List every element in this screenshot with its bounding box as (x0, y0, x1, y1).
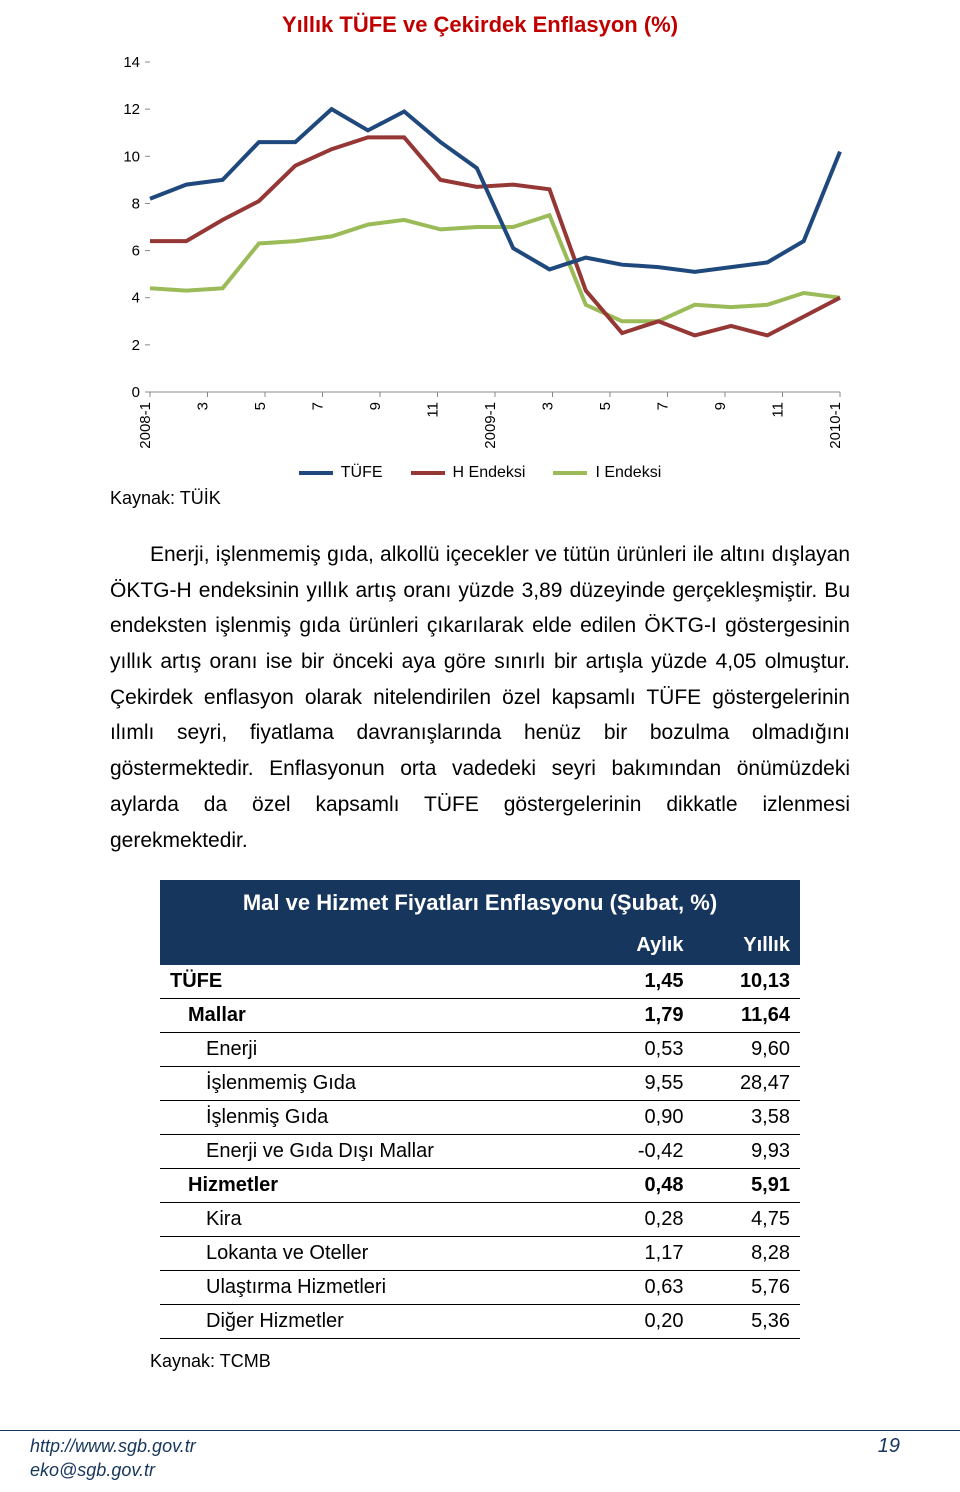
table-row: Diğer Hizmetler0,205,36 (160, 1305, 800, 1339)
table-row: Enerji0,539,60 (160, 1033, 800, 1067)
footer-url[interactable]: http://www.sgb.gov.tr (30, 1436, 196, 1456)
table-cell-label: Enerji (160, 1033, 592, 1067)
svg-text:4: 4 (132, 290, 140, 307)
svg-text:12: 12 (123, 101, 140, 118)
footer-links: http://www.sgb.gov.tr eko@sgb.gov.tr (30, 1435, 196, 1482)
table-cell-monthly: 0,28 (592, 1203, 694, 1237)
table-cell-yearly: 5,91 (693, 1169, 800, 1203)
table-row: Kira0,284,75 (160, 1203, 800, 1237)
table-cell-label: Hizmetler (160, 1169, 592, 1203)
svg-text:7: 7 (310, 402, 327, 410)
svg-text:5: 5 (252, 402, 269, 410)
svg-text:9: 9 (712, 402, 729, 410)
table-cell-monthly: 1,17 (592, 1237, 694, 1271)
legend-label: H Endeksi (453, 464, 526, 482)
table-cell-label: Lokanta ve Oteller (160, 1237, 592, 1271)
table-cell-yearly: 11,64 (693, 999, 800, 1033)
inflation-table: Mal ve Hizmet Fiyatları Enflasyonu (Şuba… (160, 880, 800, 1339)
table-row: Hizmetler0,485,91 (160, 1169, 800, 1203)
svg-text:2008-1: 2008-1 (137, 402, 154, 449)
chart-source: Kaynak: TÜİK (0, 488, 960, 509)
table-cell-yearly: 8,28 (693, 1237, 800, 1271)
table-source: Kaynak: TCMB (0, 1347, 960, 1372)
legend-label: I Endeksi (595, 464, 661, 482)
table-cell-monthly: 0,53 (592, 1033, 694, 1067)
svg-text:10: 10 (123, 148, 140, 165)
footer-page-number: 19 (878, 1435, 900, 1458)
svg-text:2009-1: 2009-1 (482, 402, 499, 449)
table-col-blank (160, 926, 592, 965)
table-cell-monthly: -0,42 (592, 1135, 694, 1169)
table-cell-yearly: 9,93 (693, 1135, 800, 1169)
svg-text:14: 14 (123, 54, 140, 71)
table-cell-monthly: 0,20 (592, 1305, 694, 1339)
svg-text:3: 3 (540, 402, 557, 410)
table-row: İşlenmemiş Gıda9,5528,47 (160, 1067, 800, 1101)
table-cell-yearly: 5,76 (693, 1271, 800, 1305)
table-row: Ulaştırma Hizmetleri0,635,76 (160, 1271, 800, 1305)
table-cell-monthly: 0,63 (592, 1271, 694, 1305)
table-cell-yearly: 9,60 (693, 1033, 800, 1067)
svg-text:2010-1: 2010-1 (827, 402, 844, 449)
legend-item-tufe: TÜFE (299, 464, 383, 482)
paragraph-text: Enerji, işlenmemiş gıda, alkollü içecekl… (110, 537, 850, 858)
table-cell-yearly: 10,13 (693, 965, 800, 999)
table-cell-yearly: 4,75 (693, 1203, 800, 1237)
table-row: İşlenmiş Gıda0,903,58 (160, 1101, 800, 1135)
legend-item-i: I Endeksi (553, 464, 661, 482)
svg-text:3: 3 (195, 402, 212, 410)
svg-text:6: 6 (132, 243, 140, 260)
table-cell-monthly: 0,90 (592, 1101, 694, 1135)
chart-title: Yıllık TÜFE ve Çekirdek Enflasyon (%) (0, 0, 960, 38)
table-cell-label: Enerji ve Gıda Dışı Mallar (160, 1135, 592, 1169)
table-col-monthly: Aylık (592, 926, 694, 965)
svg-text:5: 5 (597, 402, 614, 410)
table-cell-label: TÜFE (160, 965, 592, 999)
svg-text:9: 9 (367, 402, 384, 410)
table-title: Mal ve Hizmet Fiyatları Enflasyonu (Şuba… (160, 880, 800, 926)
legend-swatch (411, 471, 445, 475)
table-row: Enerji ve Gıda Dışı Mallar-0,429,93 (160, 1135, 800, 1169)
table-cell-label: Ulaştırma Hizmetleri (160, 1271, 592, 1305)
table-cell-yearly: 28,47 (693, 1067, 800, 1101)
table-row: Mallar1,7911,64 (160, 999, 800, 1033)
table-row: TÜFE1,4510,13 (160, 965, 800, 999)
table-cell-label: Mallar (160, 999, 592, 1033)
svg-text:11: 11 (770, 402, 787, 418)
table-cell-monthly: 1,45 (592, 965, 694, 999)
chart-legend: TÜFE H Endeksi I Endeksi (0, 460, 960, 488)
table-cell-label: İşlenmemiş Gıda (160, 1067, 592, 1101)
svg-text:0: 0 (132, 384, 140, 401)
legend-label: TÜFE (341, 464, 383, 482)
table-cell-label: Kira (160, 1203, 592, 1237)
legend-swatch (553, 471, 587, 475)
legend-swatch (299, 471, 333, 475)
table-row: Lokanta ve Oteller1,178,28 (160, 1237, 800, 1271)
svg-text:11: 11 (425, 402, 442, 418)
inflation-table-wrap: Mal ve Hizmet Fiyatları Enflasyonu (Şuba… (0, 872, 960, 1347)
table-cell-monthly: 1,79 (592, 999, 694, 1033)
table-cell-yearly: 3,58 (693, 1101, 800, 1135)
legend-item-h: H Endeksi (411, 464, 526, 482)
table-cell-monthly: 9,55 (592, 1067, 694, 1101)
table-col-yearly: Yıllık (693, 926, 800, 965)
table-cell-label: Diğer Hizmetler (160, 1305, 592, 1339)
page-footer: http://www.sgb.gov.tr eko@sgb.gov.tr 19 (0, 1430, 960, 1482)
footer-email: eko@sgb.gov.tr (30, 1460, 155, 1480)
inflation-line-chart: 0 2 4 6 8 10 12 14 2008-1 3 5 7 9 11 2009-1 3 5 7 9 11 2010-… (100, 52, 860, 452)
table-cell-label: İşlenmiş Gıda (160, 1101, 592, 1135)
svg-text:2: 2 (132, 337, 140, 354)
table-cell-monthly: 0,48 (592, 1169, 694, 1203)
svg-text:8: 8 (132, 195, 140, 212)
svg-text:7: 7 (655, 402, 672, 410)
table-cell-yearly: 5,36 (693, 1305, 800, 1339)
body-paragraph: Enerji, işlenmemiş gıda, alkollü içecekl… (0, 509, 960, 872)
